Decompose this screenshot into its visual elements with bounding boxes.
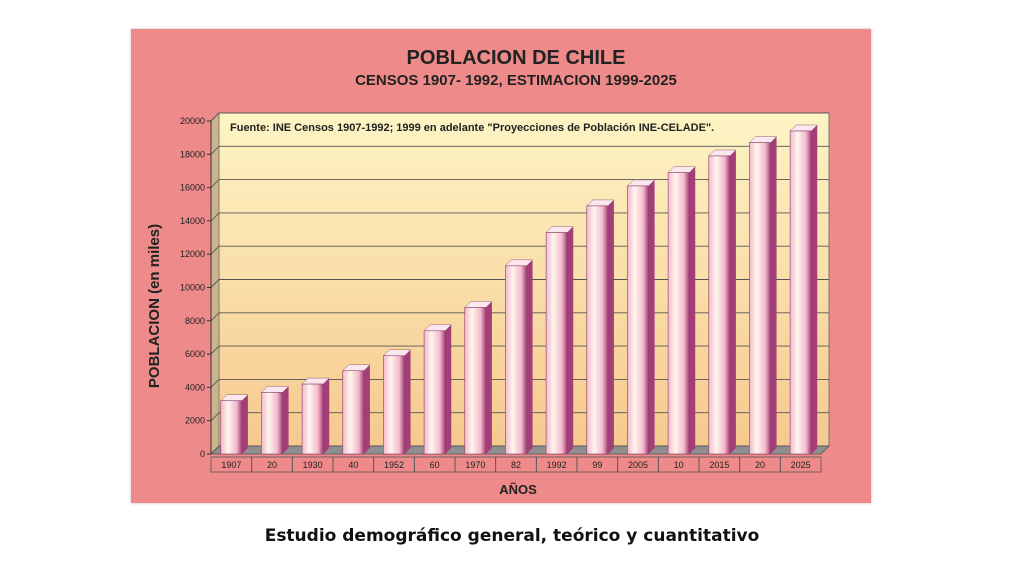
bar — [261, 392, 283, 455]
bar-side — [526, 259, 533, 454]
x-tick-label: 2015 — [709, 460, 729, 470]
y-axis-label: POBLACION (en miles) — [146, 224, 163, 388]
x-tick-label: 60 — [430, 460, 440, 470]
y-tick-label: 2000 — [185, 416, 205, 426]
bar — [464, 307, 487, 455]
x-tick-label: 99 — [592, 460, 602, 470]
x-tick-label: 1970 — [465, 460, 485, 470]
y-tick-label: 18000 — [180, 149, 205, 159]
x-tick-box — [779, 456, 822, 473]
bar — [220, 400, 243, 455]
bar-side — [689, 166, 696, 455]
bar-side — [445, 324, 452, 454]
bar — [667, 172, 690, 455]
bar-side — [770, 136, 777, 454]
bar-side — [811, 124, 818, 455]
y-tick-label: 16000 — [180, 183, 205, 193]
source-note: Fuente: INE Censos 1907-1992; 1999 en ad… — [230, 122, 714, 134]
bar — [789, 130, 812, 455]
y-tick-label: 0 — [200, 449, 205, 459]
chart-frame: POBLACION DE CHILE CENSOS 1907- 1992, ES… — [131, 29, 871, 503]
x-tick-label: 1930 — [303, 460, 323, 470]
bar-side — [729, 149, 736, 454]
x-tick-label: 1992 — [547, 460, 567, 470]
bar-side — [404, 349, 411, 454]
bar — [708, 155, 731, 455]
bar-side — [241, 394, 248, 454]
bar-side — [567, 226, 574, 454]
bar-side — [282, 386, 289, 454]
population-bar-chart: POBLACION DE CHILE CENSOS 1907- 1992, ES… — [146, 47, 830, 497]
x-tick-label: 20 — [267, 460, 277, 470]
bar — [627, 185, 649, 455]
x-tick-label: 10 — [674, 460, 684, 470]
bar-side — [485, 301, 492, 454]
chart-subtitle: CENSOS 1907- 1992, ESTIMACION 1999-2025 — [355, 72, 677, 89]
slide-caption: Estudio demográfico general, teórico y c… — [264, 526, 760, 546]
bar-side — [363, 364, 370, 454]
x-tick-label: 82 — [511, 460, 521, 470]
bar — [342, 370, 365, 455]
bar-side — [607, 199, 614, 454]
x-tick-label: 40 — [348, 460, 358, 470]
y-tick-label: 10000 — [180, 283, 205, 293]
y-tick-label: 4000 — [185, 382, 205, 392]
y-tick-label: 14000 — [180, 216, 205, 226]
x-tick-label: 2005 — [628, 460, 648, 470]
y-tick-label: 20000 — [180, 116, 205, 126]
x-tick-label: 2025 — [791, 460, 811, 470]
bar — [586, 205, 609, 455]
bar-side — [648, 179, 655, 454]
bar — [383, 355, 405, 455]
y-tick-label: 12000 — [180, 249, 205, 259]
bar — [505, 265, 527, 455]
y-tick-label: 8000 — [185, 316, 205, 326]
chart-title: POBLACION DE CHILE — [407, 47, 626, 69]
x-axis-label: AÑOS — [499, 482, 537, 497]
y-tick-label: 6000 — [185, 349, 205, 359]
x-tick-label: 20 — [755, 460, 765, 470]
x-tick-label: 1907 — [221, 460, 241, 470]
x-tick-label: 1952 — [384, 460, 404, 470]
bar — [301, 383, 324, 455]
bar — [545, 232, 568, 455]
bar — [423, 330, 446, 455]
bar-side — [323, 378, 330, 454]
bar — [749, 142, 771, 455]
